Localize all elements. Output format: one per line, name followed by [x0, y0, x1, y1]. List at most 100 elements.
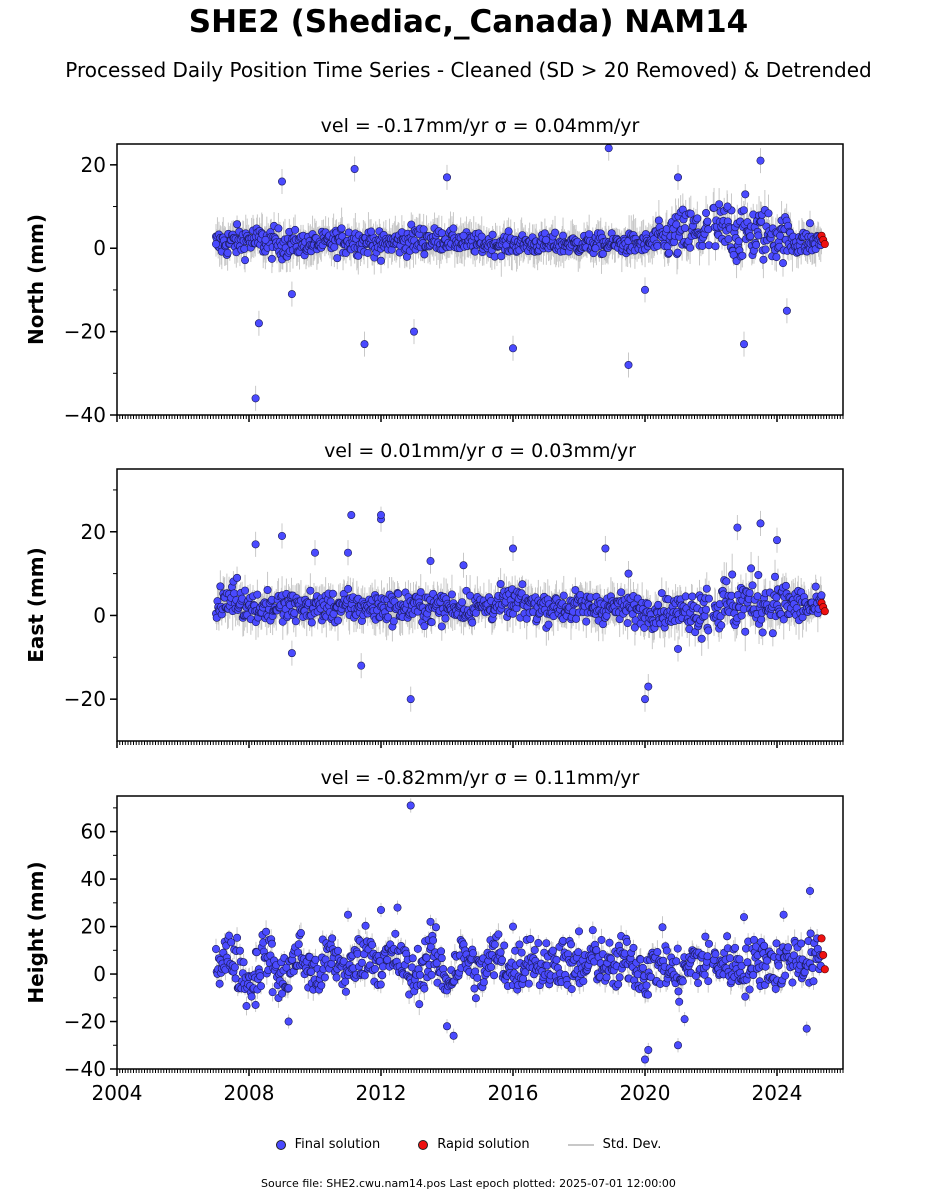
final-point — [247, 992, 256, 1001]
final-point — [640, 623, 649, 632]
final-point — [772, 593, 781, 602]
final-point — [447, 590, 456, 599]
final-point — [307, 618, 316, 627]
final-point — [328, 589, 337, 598]
final-point — [420, 250, 429, 259]
final-point — [640, 285, 649, 294]
rapid-point — [820, 607, 829, 616]
final-point — [241, 256, 250, 265]
panel-3: vel = -0.82mm/yr σ = 0.11mm/yr Height (mm… — [24, 767, 844, 1105]
final-point — [294, 940, 303, 949]
final-point — [697, 634, 706, 643]
final-solution-points — [212, 144, 826, 403]
final-point — [717, 621, 726, 630]
final-point — [739, 206, 748, 215]
final-point — [254, 319, 263, 328]
rapid-point — [820, 240, 829, 249]
final-point — [459, 231, 468, 240]
final-point — [310, 548, 319, 557]
final-point — [673, 248, 682, 257]
final-point — [559, 591, 568, 600]
final-point — [376, 256, 385, 265]
final-point — [278, 989, 287, 998]
final-point — [363, 248, 372, 257]
final-point — [582, 617, 591, 626]
final-point — [471, 247, 480, 256]
final-point — [477, 232, 486, 241]
final-point — [601, 544, 610, 553]
std-dev-bars — [215, 144, 822, 411]
panel-title: vel = -0.82mm/yr σ = 0.11mm/yr — [321, 767, 640, 789]
final-point — [241, 586, 250, 595]
final-point — [333, 616, 342, 625]
final-point — [437, 622, 446, 631]
final-point — [291, 617, 300, 626]
final-point — [274, 224, 283, 233]
final-point — [702, 605, 711, 614]
final-point — [741, 627, 750, 636]
final-point — [488, 230, 497, 239]
final-point — [416, 588, 425, 597]
final-point — [571, 586, 580, 595]
final-point — [686, 243, 695, 252]
final-point — [497, 252, 506, 261]
final-point — [317, 981, 326, 990]
final-point — [704, 594, 713, 603]
final-point — [702, 584, 711, 593]
final-point — [225, 931, 234, 940]
final-point — [764, 209, 773, 218]
final-point — [772, 536, 781, 545]
final-point — [406, 695, 415, 704]
final-point — [817, 591, 826, 600]
final-point — [754, 570, 763, 579]
final-point — [698, 241, 707, 250]
final-point — [376, 511, 385, 520]
final-point — [733, 523, 742, 532]
plot-area — [212, 506, 829, 712]
final-point — [756, 156, 765, 165]
final-point — [290, 609, 299, 618]
final-point — [239, 958, 248, 967]
final-point — [459, 561, 468, 570]
y-tick-label: −40 — [64, 403, 106, 427]
y-tick-label: −20 — [64, 320, 106, 344]
final-point — [267, 939, 276, 948]
final-point — [752, 240, 761, 249]
final-point — [257, 982, 266, 991]
final-point — [360, 340, 369, 349]
y-tick-label: 0 — [93, 236, 106, 260]
final-point — [772, 253, 781, 262]
final-point — [215, 979, 224, 988]
final-point — [654, 600, 663, 609]
plot-area — [212, 144, 829, 411]
final-point — [384, 613, 393, 622]
rapid-solution-points — [817, 231, 829, 249]
final-point — [231, 974, 240, 983]
final-point — [686, 209, 695, 218]
final-point — [277, 531, 286, 540]
final-point — [782, 306, 791, 315]
y-tick-label: 0 — [93, 603, 106, 627]
chart-title: SHE2 (Shediac,_Canada) NAM14 — [188, 4, 749, 40]
final-point — [724, 235, 733, 244]
final-point — [551, 228, 560, 237]
y-tick-label: −20 — [64, 687, 106, 711]
final-point — [604, 144, 613, 153]
final-point — [702, 208, 711, 217]
final-point — [284, 984, 293, 993]
final-point — [230, 963, 239, 972]
final-point — [242, 1002, 251, 1011]
final-point — [768, 629, 777, 638]
final-point — [367, 227, 376, 236]
final-point — [508, 544, 517, 553]
final-point — [251, 394, 260, 403]
final-point — [715, 200, 724, 209]
final-point — [296, 929, 305, 938]
y-tick-label: 20 — [81, 520, 106, 544]
final-point — [623, 619, 632, 628]
final-point — [722, 577, 731, 586]
final-point — [212, 945, 221, 954]
final-point — [216, 582, 225, 591]
final-point — [468, 618, 477, 627]
final-solution-points — [212, 801, 826, 1064]
